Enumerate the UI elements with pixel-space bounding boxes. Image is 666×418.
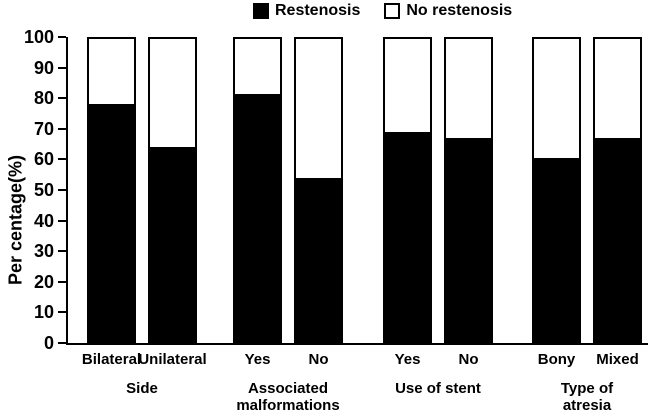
y-axis-line: [66, 37, 68, 345]
y-tick-label: 30: [33, 241, 54, 262]
bar-mixed: [593, 37, 642, 343]
bar-yes: [233, 37, 282, 343]
y-tick: [58, 158, 66, 161]
x-group-label: Use of stent: [395, 380, 481, 397]
bar-segment-restenosis: [446, 138, 491, 341]
bar-segment-restenosis: [595, 138, 640, 341]
bar-bony: [532, 37, 581, 343]
bar-segment-restenosis: [150, 147, 195, 341]
y-tick: [58, 311, 66, 314]
y-tick-label: 40: [33, 210, 54, 231]
y-tick-label: 20: [33, 271, 54, 292]
outline-square-swatch-icon: [384, 3, 401, 19]
bar-yes: [383, 37, 432, 343]
y-tick-label: 10: [33, 302, 54, 323]
y-tick: [58, 342, 66, 344]
y-tick-label: 0: [43, 333, 54, 353]
bar-segment-restenosis: [534, 158, 579, 341]
legend-item-restenosis: Restenosis: [253, 2, 360, 20]
y-tick: [58, 250, 66, 253]
x-axis-line: [66, 343, 648, 345]
y-tick: [58, 36, 66, 38]
x-group-label: Side: [126, 380, 158, 397]
bar-segment-restenosis: [296, 178, 341, 341]
x-category-label: Yes: [394, 351, 421, 368]
x-category-label: Mixed: [596, 351, 639, 368]
x-category-label: No: [458, 351, 479, 368]
y-tick-label: 100: [23, 27, 54, 47]
bar-segment-restenosis: [89, 104, 134, 341]
bar-unilateral: [148, 37, 197, 343]
x-group-label: Associated malformations: [236, 380, 340, 414]
filled-square-swatch-icon: [253, 3, 269, 19]
chart-legend: Restenosis No restenosis: [253, 2, 512, 20]
legend-label-no-restenosis: No restenosis: [406, 2, 513, 19]
x-category-label: Yes: [244, 351, 271, 368]
bar-no: [294, 37, 343, 343]
bar-segment-restenosis: [385, 132, 430, 341]
y-tick: [58, 66, 66, 69]
x-category-label: Bilateral: [81, 351, 142, 368]
bar-bilateral: [87, 37, 136, 343]
y-tick: [58, 280, 66, 283]
y-tick: [58, 219, 66, 222]
x-category-label: Unilateral: [138, 351, 207, 368]
y-tick-label: 60: [33, 149, 54, 170]
y-tick-label: 80: [33, 88, 54, 109]
y-tick: [58, 97, 66, 100]
legend-label-restenosis: Restenosis: [275, 2, 361, 19]
y-tick-label: 50: [33, 180, 54, 200]
x-category-label: No: [308, 351, 329, 368]
bar-no: [444, 37, 493, 343]
y-tick-label: 90: [33, 57, 54, 78]
y-tick: [58, 127, 66, 130]
y-tick-label: 70: [33, 118, 54, 139]
x-group-label: Type of atresia: [560, 380, 614, 414]
y-tick: [58, 189, 66, 191]
bar-segment-restenosis: [235, 94, 280, 341]
legend-item-no-restenosis: No restenosis: [384, 2, 512, 20]
x-category-label: Bony: [537, 351, 576, 368]
